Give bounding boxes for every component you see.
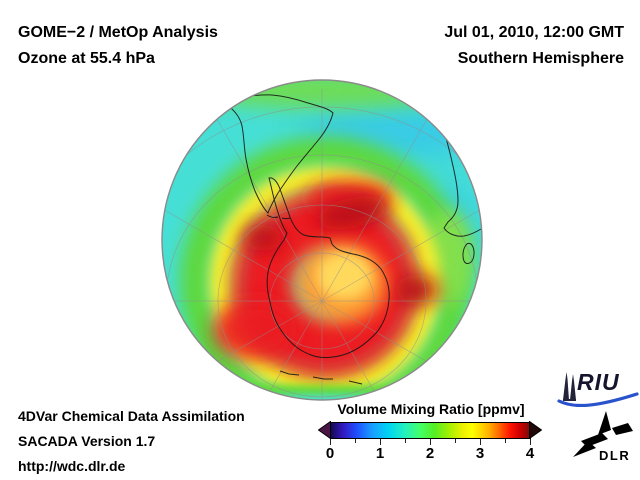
colorbar-gradient [330, 422, 531, 439]
colorbar-title: Volume Mixing Ratio [ppmv] [337, 401, 525, 417]
colorbar-tick [330, 439, 331, 445]
colorbar-tick [405, 439, 406, 443]
colorbar-tick [480, 439, 481, 445]
south-america-coastline [213, 94, 334, 214]
colorbar-tick [505, 439, 506, 443]
figure-title-block: GOME−2 / MetOp Analysis Ozone at 55.4 hP… [18, 20, 218, 72]
riu-logo-text: RIU [577, 369, 620, 395]
datetime-label: Jul 01, 2010, 12:00 GMT [444, 24, 624, 41]
colorbar-right-arrow-icon [529, 421, 542, 439]
hemisphere-label: Southern Hemisphere [457, 50, 624, 67]
dlr-logo-text: DLR [599, 448, 631, 463]
globe-limb [161, 79, 483, 401]
figure-datetime-block: Jul 01, 2010, 12:00 GMT Southern Hemisph… [444, 20, 624, 72]
madagascar-coastline [462, 242, 475, 264]
version-label: SACADA Version 1.7 [18, 433, 156, 449]
southern-islands [279, 370, 363, 385]
colorbar-label-0: 0 [325, 445, 335, 462]
antarctica-coastline [266, 177, 390, 358]
colorbar-label-3: 3 [475, 445, 485, 462]
instrument-title: GOME−2 / MetOp Analysis [18, 24, 218, 41]
colorbar-tick [455, 439, 456, 443]
colorbar-tick [430, 439, 431, 445]
colorbar-tick [530, 439, 531, 445]
dlr-logo: DLR [564, 408, 638, 470]
dlr-emblem-icon [573, 411, 633, 457]
colorbar-label-2: 2 [425, 445, 435, 462]
assimilation-label: 4DVar Chemical Data Assimilation [18, 408, 245, 424]
credits-block: 4DVar Chemical Data Assimilation SACADA … [18, 404, 245, 479]
tierra-del-fuego-islands [266, 214, 291, 220]
riu-logo: RIU [556, 369, 640, 407]
riu-cathedral-icon [557, 372, 639, 407]
colorbar-tick [355, 439, 356, 443]
colorbar-tick [380, 439, 381, 445]
colorbar-label-4: 4 [525, 445, 535, 462]
quantity-title: Ozone at 55.4 hPa [18, 50, 155, 67]
colorbar: Volume Mixing Ratio [ppmv] 0 1 2 3 4 [318, 401, 544, 465]
colorbar-label-1: 1 [375, 445, 385, 462]
wdc-url-label: http://wdc.dlr.de [18, 458, 126, 474]
